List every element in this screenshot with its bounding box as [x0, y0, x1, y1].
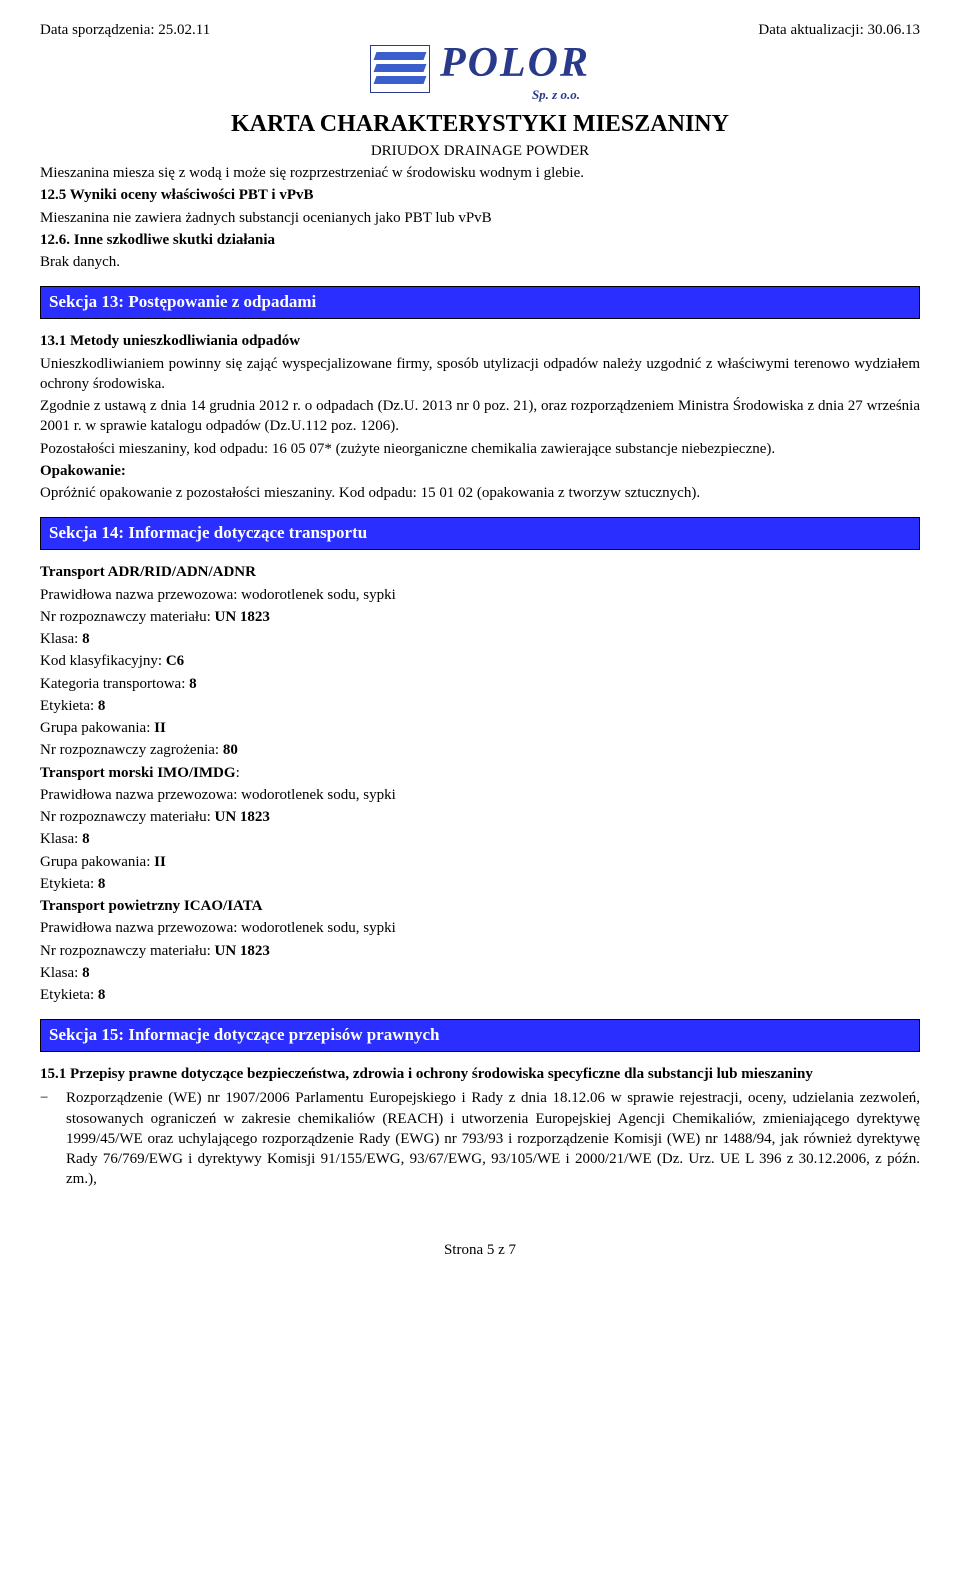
date-updated: Data aktualizacji: 30.06.13: [758, 20, 920, 40]
heading-13-1: 13.1 Metody unieszkodliwiania odpadów: [40, 331, 920, 351]
adr-zagrozenie: Nr rozpoznawczy zagrożenia: 80: [40, 740, 920, 760]
text-13-1b: Zgodnie z ustawą z dnia 14 grudnia 2012 …: [40, 396, 920, 437]
text-12-5: Mieszanina nie zawiera żadnych substancj…: [40, 208, 920, 228]
regulation-text: Rozporządzenie (WE) nr 1907/2006 Parlame…: [66, 1088, 920, 1189]
bullet-mark: −: [40, 1088, 54, 1189]
icao-nr: Nr rozpoznawczy materiału: UN 1823: [40, 941, 920, 961]
imo-nr: Nr rozpoznawczy materiału: UN 1823: [40, 807, 920, 827]
date-created: Data sporządzenia: 25.02.11: [40, 20, 210, 40]
imo-etykieta: Etykieta: 8: [40, 874, 920, 894]
imo-klasa: Klasa: 8: [40, 829, 920, 849]
text-13-1a: Unieszkodliwianiem powinny się zająć wys…: [40, 354, 920, 395]
text-12-6: Brak danych.: [40, 252, 920, 272]
adr-kategoria: Kategoria transportowa: 8: [40, 674, 920, 694]
adr-kod: Kod klasyfikacyjny: C6: [40, 651, 920, 671]
adr-klasa: Klasa: 8: [40, 629, 920, 649]
adr-nazwa: Prawidłowa nazwa przewozowa: wodorotlene…: [40, 585, 920, 605]
logo-text: POLOR: [440, 35, 590, 92]
icao-etykieta: Etykieta: 8: [40, 985, 920, 1005]
heading-12-5: 12.5 Wyniki oceny właściwości PBT i vPvB: [40, 185, 920, 205]
icao-nazwa: Prawidłowa nazwa przewozowa: wodorotlene…: [40, 918, 920, 938]
adr-etykieta: Etykieta: 8: [40, 696, 920, 716]
section-14-bar: Sekcja 14: Informacje dotyczące transpor…: [40, 517, 920, 550]
intro-line: Mieszanina miesza się z wodą i może się …: [40, 163, 920, 183]
heading-12-6: 12.6. Inne szkodliwe skutki działania: [40, 230, 920, 250]
page-footer: Strona 5 z 7: [40, 1240, 920, 1260]
text-opakowanie: Opróżnić opakowanie z pozostałości miesz…: [40, 483, 920, 503]
heading-opakowanie: Opakowanie:: [40, 461, 920, 481]
document-title: KARTA CHARAKTERYSTYKI MIESZANINY: [40, 108, 920, 140]
section-13-bar: Sekcja 13: Postępowanie z odpadami: [40, 286, 920, 319]
imo-heading: Transport morski IMO/IMDG:: [40, 763, 920, 783]
adr-nr: Nr rozpoznawczy materiału: UN 1823: [40, 607, 920, 627]
section-15-bar: Sekcja 15: Informacje dotyczące przepisó…: [40, 1019, 920, 1052]
icao-heading: Transport powietrzny ICAO/IATA: [40, 896, 920, 916]
imo-grupa: Grupa pakowania: II: [40, 852, 920, 872]
regulation-bullet: − Rozporządzenie (WE) nr 1907/2006 Parla…: [40, 1088, 920, 1189]
product-name: DRIUDOX DRAINAGE POWDER: [40, 141, 920, 161]
adr-heading: Transport ADR/RID/ADN/ADNR: [40, 562, 920, 582]
imo-nazwa: Prawidłowa nazwa przewozowa: wodorotlene…: [40, 785, 920, 805]
logo-icon: [370, 45, 430, 93]
adr-grupa: Grupa pakowania: II: [40, 718, 920, 738]
icao-klasa: Klasa: 8: [40, 963, 920, 983]
text-13-1c: Pozostałości mieszaniny, kod odpadu: 16 …: [40, 439, 920, 459]
heading-15-1: 15.1 Przepisy prawne dotyczące bezpiecze…: [40, 1064, 920, 1084]
logo-block: POLOR Sp. z o.o.: [40, 35, 920, 103]
